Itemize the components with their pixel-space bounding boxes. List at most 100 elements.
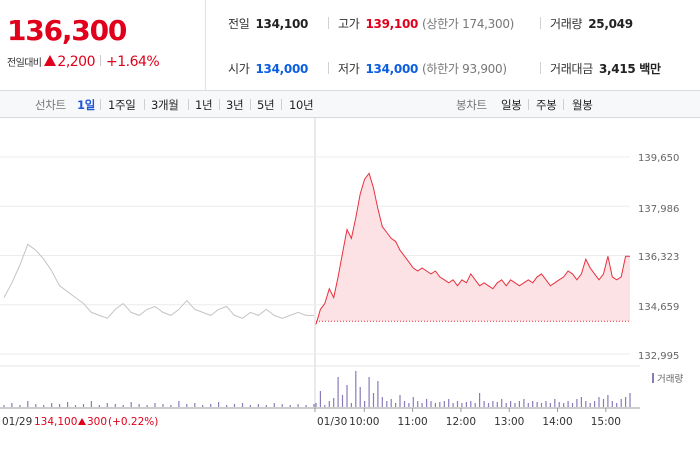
volume-bar	[501, 399, 503, 407]
today-series	[315, 172, 630, 325]
period-tab-3m[interactable]: 3개월	[151, 98, 179, 112]
today-line	[315, 172, 630, 325]
volume-bar	[35, 404, 37, 407]
volume-bar	[241, 403, 244, 407]
volume-bar	[51, 403, 53, 407]
candle-tab-week[interactable]: 주봉	[536, 98, 557, 112]
volume-bar	[487, 403, 490, 407]
volume-bar	[571, 403, 574, 407]
volume-bar	[554, 399, 556, 407]
volume-bar	[611, 401, 613, 407]
volume-bar	[461, 403, 463, 407]
current-price: 136,300	[7, 14, 127, 47]
time-label: 14:00	[542, 416, 572, 428]
volume-bar	[576, 399, 578, 407]
chart-toolbar: 선차트 1일 1주일 3개월 1년 3년 5년 10년 봉차트 일봉 주봉 월봉	[0, 91, 700, 118]
volume-bar	[545, 401, 547, 407]
prev-day-pct: (+0.22%)	[108, 416, 158, 428]
volume-bar	[106, 403, 108, 407]
volume-bar	[154, 403, 156, 407]
time-label: 11:00	[397, 416, 427, 428]
volume-bar	[426, 399, 428, 407]
stat-value: 134,100	[255, 17, 309, 31]
volume-bar	[496, 402, 498, 407]
volume-bar	[122, 405, 124, 407]
tab-divider	[281, 99, 282, 110]
period-tab-10y[interactable]: 10년	[289, 98, 314, 112]
prev-day-line	[3, 243, 314, 319]
stat-divider	[328, 17, 329, 29]
volume-bar	[324, 405, 326, 407]
period-tab-5y[interactable]: 5년	[257, 98, 275, 112]
stat-divider	[540, 17, 541, 29]
today-area-fill	[316, 173, 630, 325]
price-chart: 139,650 137,986 136,323 134,659 132,995 …	[0, 118, 683, 428]
line-chart-title: 선차트	[35, 98, 66, 112]
volume-bar	[67, 402, 69, 407]
volume-bar	[226, 405, 228, 407]
volume-bar	[567, 401, 569, 407]
volume-bar	[479, 393, 481, 407]
tab-divider	[219, 99, 220, 110]
volume-bar	[558, 402, 560, 407]
volume-bar	[399, 395, 401, 407]
volume-bar	[474, 403, 476, 407]
volume-bar	[390, 399, 392, 407]
stat-low: 저가 134,000 (하한가 93,900)	[338, 60, 507, 77]
change-label: 전일대비	[7, 58, 42, 69]
volume-bar	[313, 404, 315, 407]
period-tab-3y[interactable]: 3년	[226, 98, 244, 112]
volume-bar	[452, 403, 454, 407]
prev-day-change: 300	[87, 416, 107, 428]
volume-bar	[417, 401, 419, 407]
volume-bar	[328, 401, 330, 407]
stat-value: 134,000	[365, 62, 419, 76]
volume-bar	[492, 401, 494, 407]
volume-bar	[408, 403, 410, 407]
volume-bar	[625, 397, 627, 407]
prev-day-close: 134,100	[34, 416, 77, 428]
stat-label: 거래량	[550, 17, 583, 31]
volume-legend-label: 거래량	[657, 373, 683, 385]
volume-bar	[74, 405, 77, 407]
volume-bar	[3, 405, 5, 407]
quote-header: 136,300 전일대비 2,200 +1.64% 전일 134,100 고가 13…	[0, 0, 700, 91]
volume-bar	[98, 405, 100, 407]
stat-label: 거래대금	[550, 62, 593, 76]
y-tick-label: 136,323	[638, 252, 679, 263]
period-tab-1y[interactable]: 1년	[195, 98, 213, 112]
period-tab-1d[interactable]: 1일	[77, 98, 95, 112]
volume-bar	[114, 404, 116, 407]
volume-bar	[580, 397, 582, 407]
y-tick-label: 137,986	[638, 204, 679, 215]
volume-bar	[443, 401, 445, 407]
volume-legend-swatch	[652, 373, 654, 383]
volume-bar	[381, 397, 383, 407]
candle-tab-day[interactable]: 일봉	[501, 98, 522, 112]
candle-tab-month[interactable]: 월봉	[572, 98, 593, 112]
stat-value: 3,415 백만	[598, 62, 661, 76]
stat-value: 25,049	[588, 17, 633, 31]
volume-bar	[346, 385, 348, 407]
volume-bar	[19, 405, 21, 407]
volume-bar	[289, 405, 291, 407]
volume-bar	[249, 405, 251, 407]
candle-chart-title: 봉차트	[456, 98, 487, 112]
time-label: 15:00	[591, 416, 621, 428]
lower-limit: (하한가 93,900)	[422, 62, 507, 76]
stat-divider	[540, 62, 541, 74]
volume-bar	[594, 401, 596, 407]
volume-bar	[315, 403, 317, 407]
volume-bar	[439, 402, 441, 407]
period-tab-1w[interactable]: 1주일	[108, 98, 136, 112]
stat-high: 고가 139,100 (상한가 174,300)	[338, 15, 514, 32]
volume-bar	[333, 398, 335, 407]
stat-label: 시가	[228, 62, 250, 76]
volume-bar	[598, 397, 600, 407]
volume-bar	[456, 401, 459, 407]
price-box: 136,300 전일대비 2,200 +1.64%	[0, 0, 206, 91]
volume-bar	[194, 403, 196, 407]
volume-bar	[412, 397, 414, 407]
upper-limit: (상한가 174,300)	[422, 17, 515, 31]
volume-bar	[364, 401, 366, 407]
